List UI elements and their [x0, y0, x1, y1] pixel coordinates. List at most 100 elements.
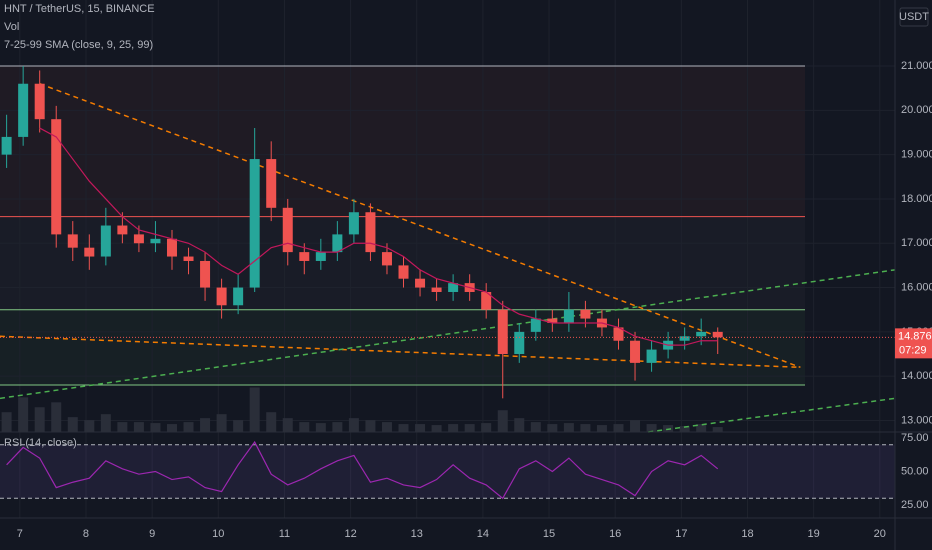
volume-bar [133, 422, 144, 432]
candle-body [100, 225, 111, 257]
trendline [648, 397, 896, 433]
volume-bar [233, 420, 244, 432]
candle-body [696, 331, 707, 337]
volume-bar [51, 402, 62, 432]
candle-body [481, 291, 492, 310]
rsi-title: RSI (14, close) [4, 437, 77, 449]
candle-body [1, 136, 12, 155]
volume-bar [464, 424, 475, 432]
volume-bar [100, 414, 111, 432]
volume-bar [34, 407, 45, 432]
volume-bar [448, 424, 459, 432]
candle-body [381, 252, 392, 266]
volume-bar [282, 418, 293, 432]
y-tick-label: 19.000 [901, 149, 932, 161]
trendline [0, 269, 896, 400]
candle-body [514, 331, 525, 355]
candle-body [34, 83, 45, 120]
candle-body [18, 83, 29, 137]
volume-bar [200, 418, 211, 432]
x-tick-label: 18 [741, 528, 753, 540]
x-tick-label: 8 [83, 528, 89, 540]
candle-body [84, 247, 95, 257]
last-price: 14.876 [898, 330, 932, 342]
indicator-label: Vol [4, 21, 19, 33]
candle-body [630, 340, 641, 363]
volume-bar [315, 423, 326, 432]
candle-body [448, 283, 459, 292]
volume-bar [646, 424, 657, 432]
candle-body [348, 212, 359, 235]
y-tick-label: 20.000 [901, 104, 932, 116]
volume-bar [117, 422, 128, 432]
candle-body [398, 265, 409, 279]
volume-bar [1, 412, 12, 432]
rsi-line [6, 440, 719, 500]
zone [0, 66, 805, 217]
volume-bar [249, 387, 260, 432]
x-tick-label: 19 [808, 528, 820, 540]
volume-bar [18, 397, 29, 432]
volume-bar [166, 424, 177, 432]
volume-bar [547, 424, 558, 432]
volume-bar [84, 420, 95, 432]
rsi-band [0, 444, 895, 499]
candle-body [530, 318, 541, 332]
rsi-tick-label: 25.00 [901, 499, 929, 511]
indicator-label: 7-25-99 SMA (close, 9, 25, 99) [4, 39, 153, 51]
currency[interactable]: USDT [899, 11, 929, 23]
rsi-tick-label: 50.00 [901, 465, 929, 477]
candle-body [183, 256, 194, 261]
candle-body [249, 159, 260, 288]
candle-body [415, 278, 426, 288]
candle-body [233, 287, 244, 306]
countdown: 07:29 [899, 344, 927, 356]
volume-bar [381, 422, 392, 432]
candle-body [332, 234, 343, 253]
volume-bar [431, 425, 442, 432]
y-tick-label: 13.000 [901, 414, 932, 426]
x-tick-label: 20 [874, 528, 886, 540]
x-tick-label: 13 [411, 528, 423, 540]
candle-body [282, 207, 293, 253]
volume-bar [696, 424, 707, 432]
candle-body [266, 159, 277, 208]
volume-bar [481, 423, 492, 432]
candle-body [563, 309, 574, 324]
volume-bar [497, 410, 508, 432]
volume-bar [299, 422, 310, 432]
volume-bar [679, 426, 690, 432]
volume-bar [67, 417, 78, 432]
candle-body [200, 260, 211, 288]
candle-body [679, 336, 690, 341]
candle-body [712, 331, 723, 338]
candle-body [67, 234, 78, 248]
x-tick-label: 9 [149, 528, 155, 540]
candle-body [133, 234, 144, 244]
x-tick-label: 11 [279, 528, 290, 540]
zone [0, 216, 805, 310]
candle-body [216, 287, 227, 306]
candle-body [497, 309, 508, 355]
currency-box[interactable] [899, 7, 929, 27]
volume-bar [613, 424, 624, 432]
y-tick-label: 18.000 [901, 193, 932, 205]
x-tick-label: 17 [675, 528, 687, 540]
candle-body [299, 252, 310, 261]
volume-bar [365, 420, 376, 432]
y-tick-label: 16.000 [901, 281, 932, 293]
candle-body [51, 119, 62, 235]
y-tick-label: 17.000 [901, 237, 932, 249]
volume-bar [514, 418, 525, 432]
candle-body [315, 252, 326, 261]
x-tick-label: 12 [344, 528, 356, 540]
candle-body [613, 327, 624, 341]
volume-bar [580, 424, 591, 432]
x-tick-label: 10 [212, 528, 224, 540]
volume-bar [398, 424, 409, 432]
volume-bar [415, 424, 426, 432]
volume-bar [266, 412, 277, 432]
